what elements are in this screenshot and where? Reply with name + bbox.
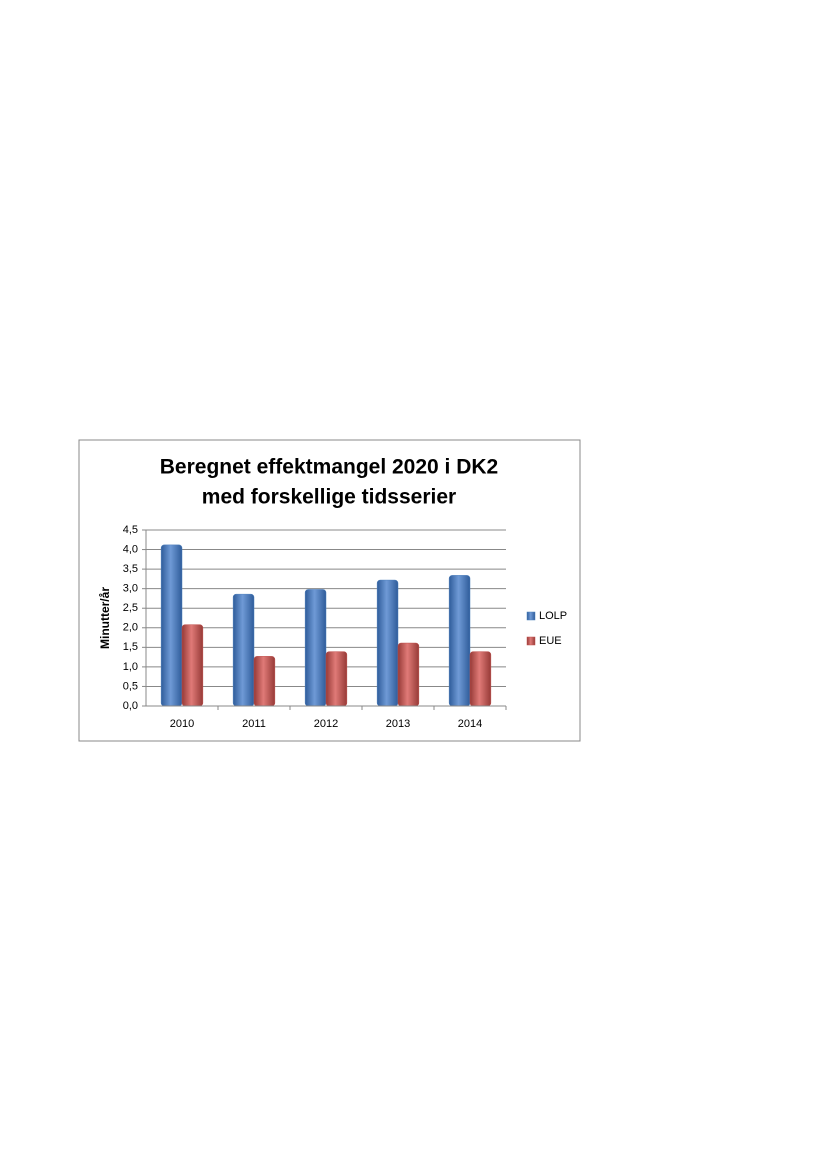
y-tick-label: 1,0 bbox=[123, 661, 138, 673]
y-tick-label: 0,5 bbox=[123, 680, 138, 692]
chart-title: med forskellige tidsserier bbox=[202, 486, 456, 509]
y-tick-label: 2,5 bbox=[123, 602, 138, 614]
x-tick-label: 2013 bbox=[386, 718, 410, 730]
legend-label: LOLP bbox=[539, 610, 567, 622]
legend-swatch bbox=[526, 611, 536, 621]
bar bbox=[469, 651, 492, 707]
x-tick-label: 2011 bbox=[242, 718, 266, 730]
bar bbox=[253, 656, 276, 707]
chart-title: Beregnet effektmangel 2020 i DK2 bbox=[160, 456, 498, 479]
bar bbox=[181, 624, 204, 707]
bar bbox=[325, 651, 348, 707]
bar bbox=[160, 544, 183, 707]
y-axis-label: Minutter/år bbox=[98, 587, 112, 649]
bar bbox=[232, 593, 255, 707]
y-tick-label: 3,0 bbox=[123, 583, 138, 595]
bar bbox=[304, 589, 327, 707]
y-tick-label: 0,0 bbox=[123, 700, 138, 712]
y-tick-label: 2,0 bbox=[123, 622, 138, 634]
legend-swatch bbox=[526, 636, 536, 646]
x-tick-label: 2014 bbox=[458, 718, 482, 730]
legend-label: EUE bbox=[539, 635, 562, 647]
y-tick-label: 3,5 bbox=[123, 563, 138, 575]
y-tick-label: 4,5 bbox=[123, 524, 138, 536]
bar bbox=[397, 642, 420, 707]
x-tick-label: 2012 bbox=[314, 718, 338, 730]
x-tick-label: 2010 bbox=[170, 718, 194, 730]
bar bbox=[448, 575, 471, 707]
bar bbox=[376, 579, 399, 707]
y-tick-label: 1,5 bbox=[123, 641, 138, 653]
y-tick-label: 4,0 bbox=[123, 543, 138, 555]
